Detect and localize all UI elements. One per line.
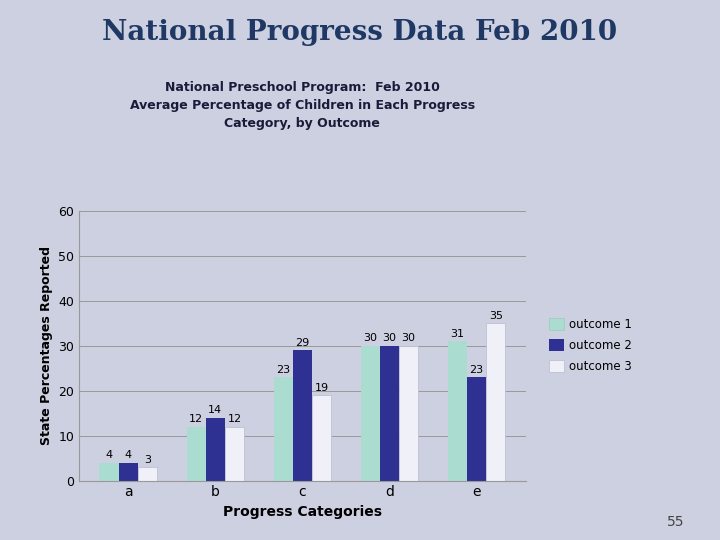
Text: 23: 23 <box>276 365 290 375</box>
X-axis label: Progress Categories: Progress Categories <box>223 505 382 519</box>
Bar <box>119 463 138 481</box>
Bar <box>274 377 293 481</box>
Bar <box>206 417 225 481</box>
Text: 31: 31 <box>451 329 464 339</box>
Y-axis label: State Percentages Reported: State Percentages Reported <box>40 246 53 445</box>
Bar <box>99 463 119 481</box>
Text: 4: 4 <box>125 450 132 460</box>
Text: 14: 14 <box>208 406 222 415</box>
Text: 29: 29 <box>295 338 310 348</box>
Legend: outcome 1, outcome 2, outcome 3: outcome 1, outcome 2, outcome 3 <box>549 318 632 374</box>
Bar <box>448 341 467 481</box>
Bar <box>486 323 505 481</box>
Bar <box>361 346 380 481</box>
Bar <box>186 427 206 481</box>
Text: 30: 30 <box>364 333 377 343</box>
Bar <box>312 395 331 481</box>
Text: 4: 4 <box>106 450 112 460</box>
Bar <box>225 427 244 481</box>
Text: 30: 30 <box>382 333 397 343</box>
Text: National Preschool Program:  Feb 2010
Average Percentage of Children in Each Pro: National Preschool Program: Feb 2010 Ave… <box>130 81 475 130</box>
Text: 23: 23 <box>469 365 484 375</box>
Text: 55: 55 <box>667 515 684 529</box>
Text: 12: 12 <box>189 414 203 424</box>
Text: 19: 19 <box>315 383 328 393</box>
Text: 3: 3 <box>144 455 151 465</box>
Bar <box>467 377 486 481</box>
Text: 12: 12 <box>228 414 241 424</box>
Bar <box>380 346 399 481</box>
Text: National Progress Data Feb 2010: National Progress Data Feb 2010 <box>102 19 618 46</box>
Text: 35: 35 <box>489 311 503 321</box>
Bar <box>399 346 418 481</box>
Bar <box>293 350 312 481</box>
Bar <box>138 467 157 481</box>
Text: 30: 30 <box>402 333 415 343</box>
